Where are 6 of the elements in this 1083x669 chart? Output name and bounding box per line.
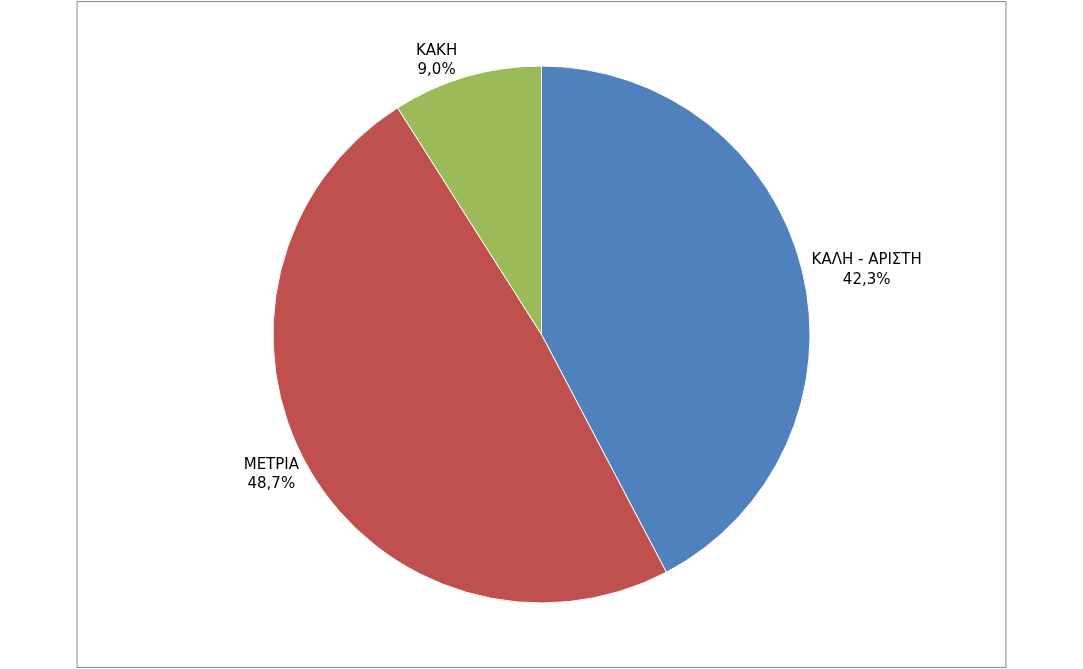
data-label: 42,3%: [842, 269, 891, 288]
slice-label: ΚΑΛΗ - ΑΡΙΣΤΗ: [811, 250, 922, 269]
data-label: 9,0%: [417, 60, 456, 79]
slice-label: ΜΕΤΡΙΑ: [243, 454, 300, 473]
data-label: 48,7%: [247, 474, 296, 493]
slice-label: ΚΑΚΗ: [416, 40, 458, 59]
